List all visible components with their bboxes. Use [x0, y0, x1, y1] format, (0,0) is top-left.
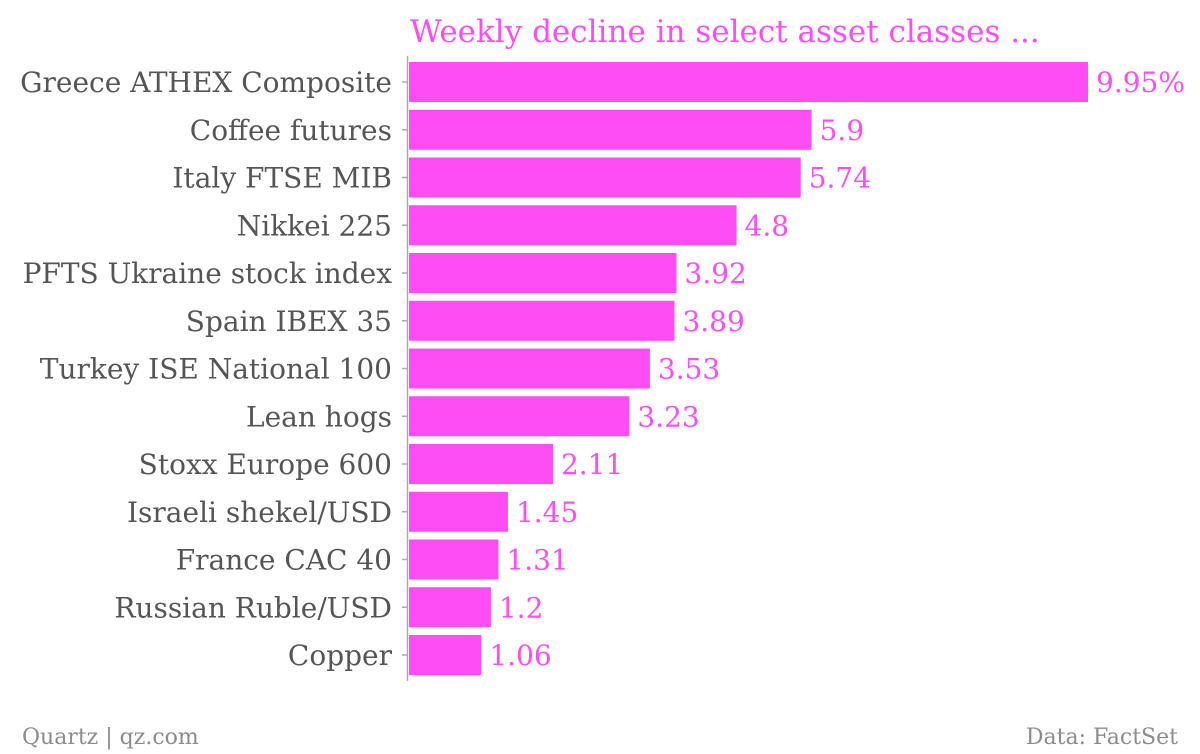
value-label: 1.06 — [489, 639, 551, 672]
category-label: Copper — [288, 639, 393, 672]
value-label: 1.45 — [516, 496, 578, 529]
bar — [409, 157, 801, 198]
category-label: Turkey ISE National 100 — [40, 353, 392, 386]
category-label: France CAC 40 — [176, 544, 392, 577]
bar — [409, 348, 650, 389]
bar — [409, 396, 630, 437]
bar — [409, 491, 508, 532]
category-label: Greece ATHEX Composite — [20, 66, 392, 99]
value-label: 1.2 — [499, 591, 544, 624]
category-label: Italy FTSE MIB — [172, 162, 392, 195]
bar — [409, 587, 491, 628]
category-label: Coffee futures — [190, 114, 392, 147]
value-label: 3.89 — [682, 305, 744, 338]
category-label: PFTS Ukraine stock index — [23, 257, 393, 290]
bar — [409, 205, 737, 246]
value-label: 9.95% — [1096, 66, 1185, 99]
value-label: 2.11 — [561, 448, 623, 481]
value-label: 4.8 — [745, 209, 790, 242]
value-label: 5.74 — [809, 162, 871, 195]
bar — [409, 635, 482, 675]
bar — [409, 109, 812, 150]
bar — [409, 253, 677, 293]
bar — [409, 539, 499, 580]
category-label: Nikkei 225 — [237, 209, 392, 242]
category-label: Stoxx Europe 600 — [139, 448, 392, 481]
value-label: 3.92 — [685, 257, 747, 290]
footer-data-source: Data: FactSet — [1025, 725, 1178, 750]
category-label: Lean hogs — [246, 400, 392, 433]
bar — [409, 62, 1088, 102]
value-label: 3.23 — [637, 400, 699, 433]
bar — [409, 300, 675, 341]
value-label: 3.53 — [658, 353, 720, 386]
value-label: 5.9 — [820, 114, 865, 147]
chart-title: Weekly decline in select asset classes .… — [410, 14, 1040, 50]
category-label: Spain IBEX 35 — [186, 305, 392, 338]
category-label: Russian Ruble/USD — [114, 591, 392, 624]
bar — [409, 444, 553, 484]
footer-source-credit: Quartz | qz.com — [22, 725, 199, 750]
value-label: 1.31 — [506, 544, 568, 577]
category-label: Israeli shekel/USD — [127, 496, 392, 529]
